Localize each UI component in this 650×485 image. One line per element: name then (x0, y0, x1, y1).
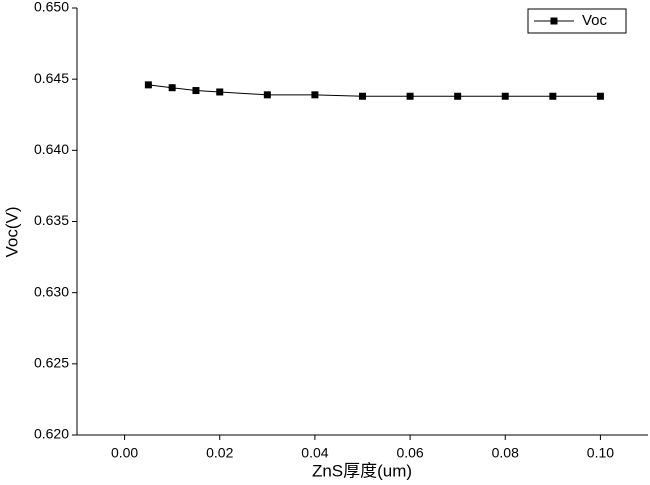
y-tick-label: 0.640 (34, 141, 69, 157)
y-tick-label: 0.645 (34, 70, 69, 86)
y-tick-label: 0.650 (34, 0, 69, 15)
data-point (406, 92, 414, 100)
data-point (501, 92, 509, 100)
y-tick-label: 0.620 (34, 426, 69, 442)
x-tick-label: 0.06 (396, 445, 423, 461)
data-point (192, 87, 200, 95)
x-tick-label: 0.08 (492, 445, 519, 461)
data-point (596, 92, 604, 100)
legend-label: Voc (582, 12, 608, 29)
data-point (311, 91, 319, 99)
legend-marker (550, 17, 558, 25)
data-point (549, 92, 557, 100)
data-point (359, 92, 366, 100)
y-tick-label: 0.630 (34, 283, 69, 299)
x-tick-label: 0.00 (111, 445, 138, 461)
y-tick-label: 0.635 (34, 212, 69, 228)
data-point (263, 91, 271, 99)
data-point (144, 81, 152, 89)
data-point (216, 88, 224, 96)
data-point (168, 84, 176, 92)
series-line (148, 84, 601, 97)
x-tick-label: 0.10 (587, 445, 614, 461)
x-axis-label: ZnS厚度(um) (312, 461, 412, 480)
x-tick-label: 0.04 (301, 445, 328, 461)
y-tick-label: 0.625 (34, 355, 69, 371)
y-axis-label: Voc(V) (2, 206, 21, 257)
data-point (454, 92, 462, 100)
x-tick-label: 0.02 (206, 445, 233, 461)
